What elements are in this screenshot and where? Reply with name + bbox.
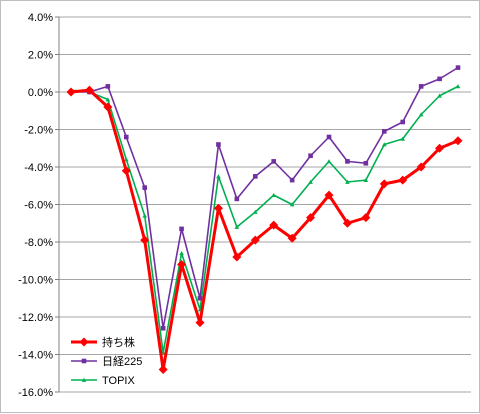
data-point xyxy=(418,112,424,117)
series-line xyxy=(71,66,459,330)
data-point xyxy=(361,213,371,223)
y-tick-label: -8.0% xyxy=(24,237,53,249)
data-point xyxy=(216,174,221,179)
data-point xyxy=(306,213,316,223)
data-point xyxy=(84,85,94,95)
data-point xyxy=(213,203,223,213)
data-point xyxy=(326,159,332,164)
y-tick-label: -6.0% xyxy=(24,200,53,212)
data-point xyxy=(66,87,76,97)
data-point xyxy=(363,160,369,166)
data-point xyxy=(381,129,387,134)
data-point xyxy=(418,84,424,89)
data-point xyxy=(250,235,260,245)
series-line xyxy=(70,85,459,354)
legend-label: 持ち株 xyxy=(102,335,135,349)
data-point xyxy=(177,260,187,269)
legend-label: TOPIX xyxy=(102,375,135,387)
data-point xyxy=(289,202,295,207)
legend-label: 日経225 xyxy=(102,355,142,368)
data-point xyxy=(142,185,148,190)
data-point xyxy=(81,377,87,382)
data-point xyxy=(197,295,203,301)
data-point xyxy=(160,325,166,331)
y-tick-label: -14.0% xyxy=(18,350,53,362)
data-point xyxy=(381,142,387,147)
y-tick-label: -16.0% xyxy=(18,387,53,399)
data-point xyxy=(324,190,334,200)
data-point xyxy=(123,157,129,162)
data-point xyxy=(252,209,258,214)
data-point xyxy=(234,224,240,229)
data-point xyxy=(158,365,168,374)
data-point xyxy=(400,119,406,125)
data-point xyxy=(103,102,113,112)
data-point xyxy=(453,136,463,146)
data-point xyxy=(345,179,350,184)
data-point xyxy=(179,226,184,232)
data-point xyxy=(140,235,150,245)
data-point xyxy=(252,174,258,179)
data-point xyxy=(435,143,445,153)
data-point xyxy=(105,84,111,89)
data-point xyxy=(271,192,277,197)
data-point xyxy=(437,93,442,98)
data-point xyxy=(379,179,389,189)
data-point xyxy=(400,136,406,141)
data-point xyxy=(216,142,221,147)
y-tick-label: 2.0% xyxy=(28,50,53,62)
data-point xyxy=(455,84,461,89)
data-point xyxy=(287,233,297,243)
y-tick-label: 0.0% xyxy=(28,87,53,99)
data-point xyxy=(326,134,332,140)
y-tick-label: -2.0% xyxy=(24,125,53,137)
y-tick-label: -12.0% xyxy=(18,312,53,324)
data-point xyxy=(234,196,240,202)
data-point xyxy=(195,318,205,328)
data-point xyxy=(308,153,313,159)
data-point xyxy=(455,65,461,70)
data-point xyxy=(308,179,313,184)
data-point xyxy=(79,337,89,347)
data-point xyxy=(271,159,277,164)
data-point xyxy=(398,175,408,185)
y-tick-label: -10.0% xyxy=(18,275,53,287)
data-point xyxy=(342,218,352,228)
data-point xyxy=(416,162,426,172)
series-line xyxy=(70,88,459,371)
data-point xyxy=(289,177,295,183)
y-tick-label: -4.0% xyxy=(24,162,53,174)
data-point xyxy=(345,159,350,164)
data-point xyxy=(363,177,369,182)
data-point xyxy=(179,250,184,256)
data-point xyxy=(121,166,131,176)
data-point xyxy=(269,220,279,230)
data-point xyxy=(123,134,129,140)
data-point xyxy=(81,358,87,364)
data-point xyxy=(142,213,148,218)
data-point xyxy=(105,97,111,102)
data-point xyxy=(232,252,242,262)
y-tick-label: 4.0% xyxy=(28,12,53,24)
data-point xyxy=(437,76,442,82)
